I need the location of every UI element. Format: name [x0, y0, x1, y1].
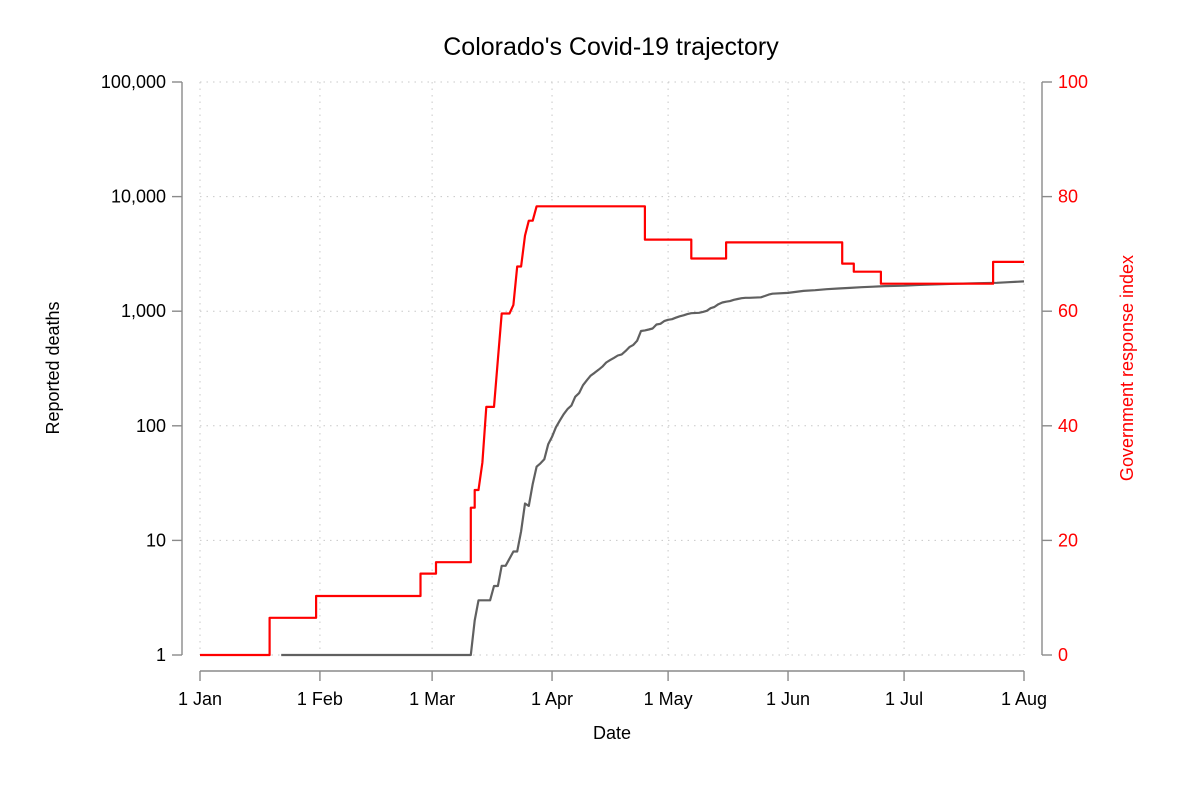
series	[200, 205, 1025, 657]
left-y-tick-label: 10,000	[111, 187, 166, 207]
left-y-tick-label: 100,000	[101, 72, 166, 92]
left-y-ticks: 1 10 100 1,000 10,000 100,000	[101, 72, 182, 665]
x-tick-label: 1 Jan	[178, 689, 222, 709]
x-tick-label: 1 Aug	[1001, 689, 1047, 709]
x-tick-label: 1 Jul	[885, 689, 923, 709]
left-y-tick-label: 10	[146, 530, 166, 550]
x-tick-label: 1 Apr	[531, 689, 573, 709]
right-y-tick-label: 80	[1058, 187, 1078, 207]
right-y-tick-label: 40	[1058, 416, 1078, 436]
x-axis-label: Date	[593, 723, 631, 743]
grid	[199, 81, 1025, 656]
x-tick-label: 1 Feb	[297, 689, 343, 709]
right-y-tick-label: 100	[1058, 72, 1088, 92]
x-tick-label: 1 May	[644, 689, 693, 709]
right-y-tick-label: 60	[1058, 301, 1078, 321]
deaths-series-line	[281, 280, 1025, 657]
left-y-axis-label: Reported deaths	[43, 301, 63, 434]
chart-title: Colorado's Covid-19 trajectory	[443, 33, 779, 61]
x-ticks: 1 Jan 1 Feb 1 Mar 1 Apr 1 May 1 Jun 1 Jul 1 Aug	[178, 671, 1047, 709]
right-y-tick-label: 20	[1058, 530, 1078, 550]
right-y-ticks: 0 20 40 60 80 100	[1042, 72, 1088, 665]
left-y-tick-label: 1	[156, 645, 166, 665]
right-y-tick-label: 0	[1058, 645, 1068, 665]
left-y-tick-label: 100	[136, 416, 166, 436]
response-index-series-line	[200, 205, 1024, 657]
right-y-axis-label: Government response index	[1117, 255, 1137, 481]
x-tick-label: 1 Mar	[409, 689, 455, 709]
x-tick-label: 1 Jun	[766, 689, 810, 709]
left-y-tick-label: 1,000	[121, 301, 166, 321]
